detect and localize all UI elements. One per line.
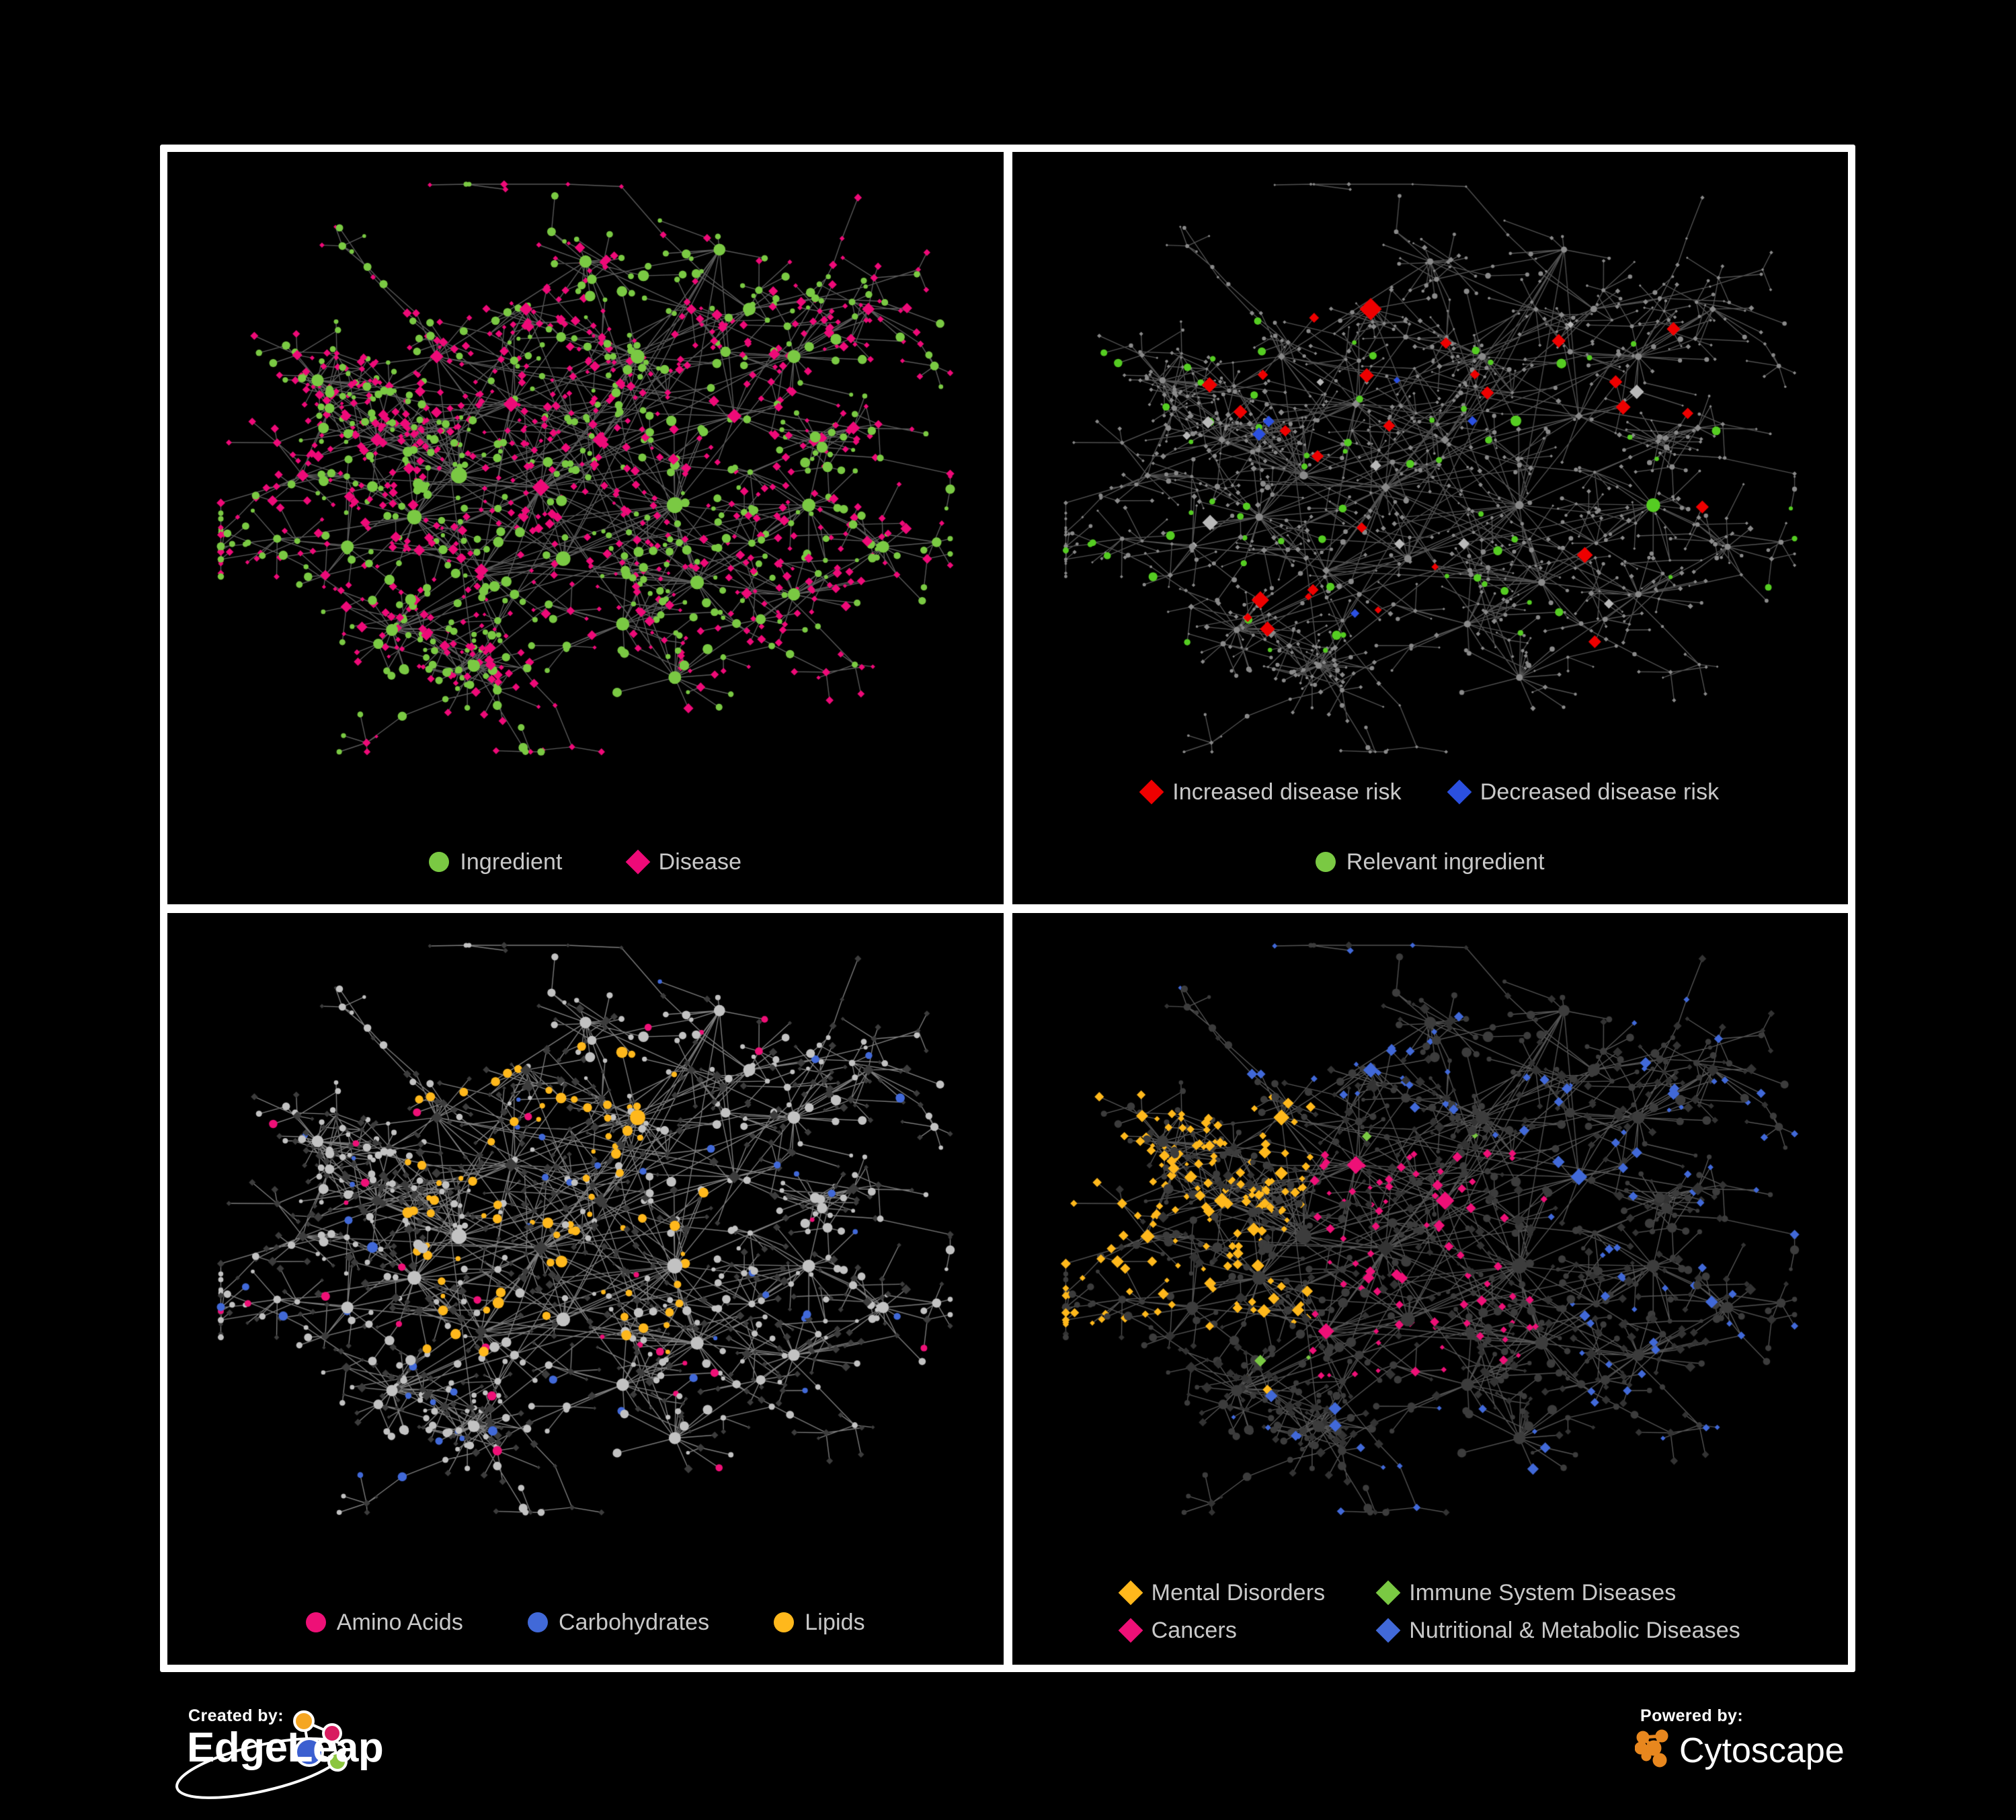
panel-nutrient-classes[interactable]: Amino Acids Carbohydrates Lipids [167, 912, 1004, 1665]
panel-ingredient-disease[interactable]: Ingredient Disease [167, 152, 1004, 904]
network-canvas-ingredient-disease[interactable] [167, 152, 1004, 904]
powered-by-caption: Powered by: [1640, 1706, 1744, 1725]
panel-disease-risk[interactable]: Increased disease risk Decreased disease… [1012, 152, 1848, 904]
cytoscape-logo-icon [1635, 1729, 1668, 1768]
panel-disease-categories[interactable]: Mental Disorders Immune System Diseases … [1012, 912, 1848, 1665]
network-canvas-disease-categories[interactable] [1012, 912, 1848, 1665]
edgeleap-logo-icon [175, 1710, 348, 1799]
network-canvas-nutrient-classes[interactable] [167, 912, 1004, 1665]
created-by-caption: Created by: [188, 1706, 284, 1725]
created-by-branding: Created by: EdgeLeap [160, 1706, 429, 1807]
cytoscape-wordmark: Cytoscape [1679, 1731, 1845, 1770]
figure-frame: Ingredient Disease Increased disease ris… [160, 145, 1855, 1672]
powered-by-branding: Powered by: Cytoscape [1560, 1706, 1849, 1807]
footer: Created by: EdgeLeap [160, 1681, 1855, 1815]
network-canvas-disease-risk[interactable] [1012, 152, 1848, 904]
edgeleap-wordmark: EdgeLeap [187, 1725, 384, 1771]
